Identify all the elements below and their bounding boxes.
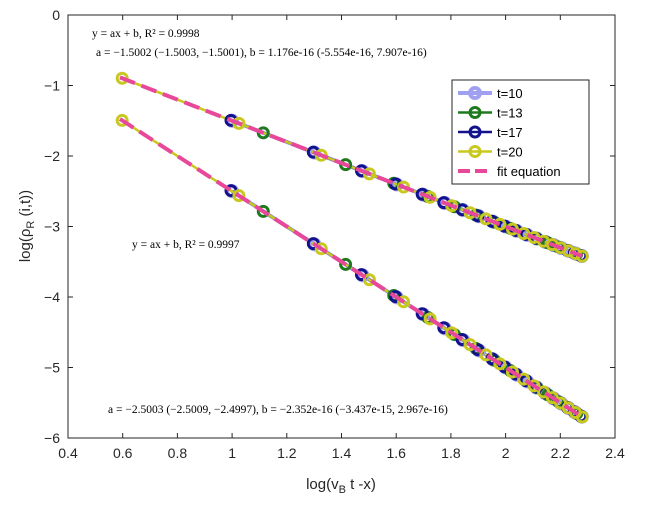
y-tick-label: −6 bbox=[44, 430, 60, 446]
legend-label: t=17 bbox=[497, 125, 523, 140]
upper-fit-equation: y = ax + b, R² = 0.9998 bbox=[92, 28, 200, 40]
data-point-lower-t=20 bbox=[493, 357, 507, 371]
legend-label: fit equation bbox=[497, 164, 561, 179]
legend-swatch-marker bbox=[468, 145, 482, 158]
data-point-lower-t=20 bbox=[527, 379, 541, 393]
legend-label: t=10 bbox=[497, 86, 523, 101]
data-point-lower-t=13 bbox=[339, 257, 353, 271]
x-tick-label: 0.8 bbox=[168, 445, 188, 461]
data-point-lower-t=13 bbox=[256, 204, 270, 218]
y-tick-label: −4 bbox=[44, 289, 60, 305]
y-tick-label: 0 bbox=[52, 7, 60, 23]
data-point-lower-t=20 bbox=[463, 338, 477, 352]
legend-label: t=13 bbox=[497, 106, 523, 121]
y-tick-label: −1 bbox=[44, 78, 60, 94]
legend-swatch-marker bbox=[468, 86, 482, 100]
data-point-lower-t=20 bbox=[445, 326, 459, 340]
data-point-lower-t=20 bbox=[479, 348, 493, 362]
legend-item: t=17 bbox=[458, 125, 523, 140]
x-tick-label: 1.8 bbox=[441, 445, 461, 461]
x-tick-label: 2 bbox=[502, 445, 510, 461]
legend-item: fit equation bbox=[458, 164, 561, 179]
data-point-lower-t=20 bbox=[423, 312, 437, 326]
x-tick-label: 1 bbox=[228, 445, 236, 461]
data-point-lower-t=20 bbox=[362, 273, 376, 287]
plot-frame bbox=[67, 14, 616, 439]
x-tick-label: 2.2 bbox=[551, 445, 571, 461]
upper-fit-params: a = −1.5002 (−1.5003, −1.5001), b = 1.17… bbox=[96, 47, 427, 59]
y-tick-label: −5 bbox=[44, 360, 60, 376]
data-layer bbox=[115, 71, 589, 424]
lower-fit-equation: y = ax + b, R² = 0.9997 bbox=[132, 239, 240, 251]
x-tick-label: 1.2 bbox=[277, 445, 297, 461]
legend-swatch-marker bbox=[468, 106, 482, 119]
legend-item: t=10 bbox=[458, 86, 523, 101]
lower-fit-params: a = −2.5003 (−2.5009, −2.4997), b = −2.3… bbox=[108, 404, 448, 416]
legend-label: t=20 bbox=[497, 145, 523, 160]
data-point-lower-t=20 bbox=[575, 410, 589, 424]
y-tick-label: −2 bbox=[44, 148, 60, 164]
data-point-lower-t=20 bbox=[397, 295, 411, 309]
data-point-lower-t=20 bbox=[115, 113, 129, 127]
fit-line-upper bbox=[119, 75, 583, 259]
data-point-lower-t=20 bbox=[537, 385, 551, 399]
legend: t=10 t=13 t=17 t=20 fit equation bbox=[451, 79, 590, 185]
x-tick-label: 0.4 bbox=[58, 445, 78, 461]
legend-item: t=13 bbox=[458, 106, 523, 121]
y-axis-label: log(ρR (i,t)) bbox=[17, 190, 37, 262]
data-point-lower-t=20 bbox=[232, 189, 246, 203]
data-point-lower-t=20 bbox=[505, 365, 519, 379]
data-point-lower-t=20 bbox=[517, 372, 531, 386]
x-axis-label: log(vB t -x) bbox=[306, 476, 376, 496]
y-tick-label: −3 bbox=[44, 219, 60, 235]
data-point-lower-t=20 bbox=[314, 242, 328, 256]
x-tick-label: 0.6 bbox=[113, 445, 133, 461]
x-tick-label: 2.4 bbox=[605, 445, 625, 461]
x-tick-label: 1.6 bbox=[386, 445, 406, 461]
axis-ticks: 0.4 0.6 0.8 1 1.2 1.4 1.6 1.8 2 2.2 2.4 0 −1 −2 −3 −4 −5… bbox=[44, 7, 625, 461]
legend-item: t=20 bbox=[458, 145, 523, 160]
x-tick-label: 1.4 bbox=[332, 445, 352, 461]
legend-swatch-marker bbox=[468, 125, 482, 139]
